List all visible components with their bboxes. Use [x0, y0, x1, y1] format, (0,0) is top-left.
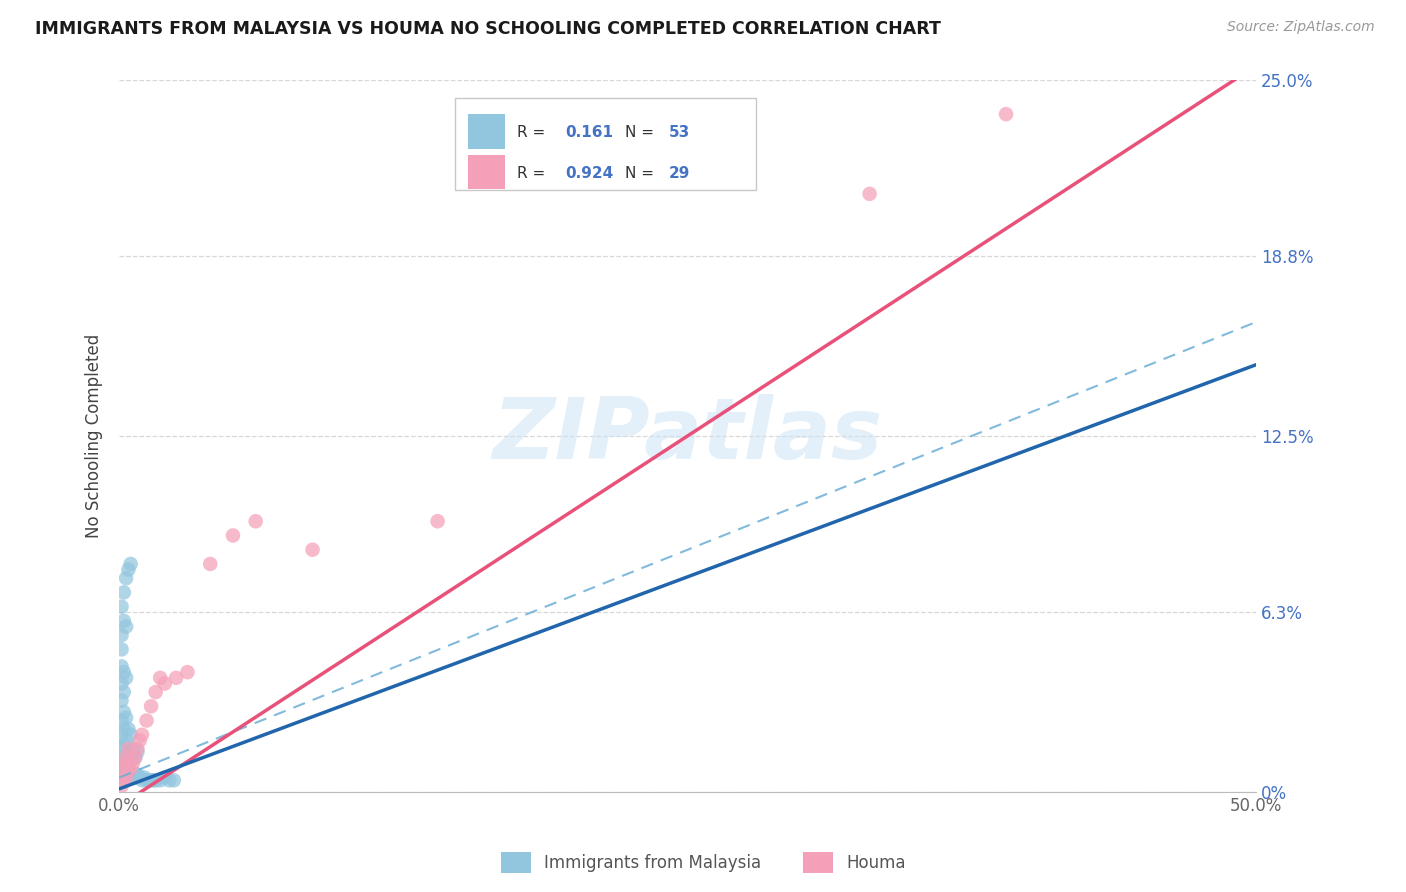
Point: [115, 733, 138, 747]
Point: [110, 728, 132, 742]
Point: [124, 750, 146, 764]
Point: [153, 771, 176, 785]
Point: [112, 722, 135, 736]
Text: 53: 53: [668, 126, 690, 140]
Point: [110, 676, 132, 690]
Point: [115, 619, 138, 633]
Point: [117, 745, 139, 759]
Point: [995, 107, 1018, 121]
Point: [301, 542, 323, 557]
Point: [110, 742, 132, 756]
Point: [112, 756, 135, 771]
Point: [426, 514, 449, 528]
Point: [127, 745, 149, 759]
Point: [145, 685, 167, 699]
FancyBboxPatch shape: [468, 114, 505, 149]
Point: [859, 186, 882, 201]
Point: [110, 659, 132, 673]
Legend: Immigrants from Malaysia, Houma: Immigrants from Malaysia, Houma: [494, 846, 912, 880]
Point: [127, 742, 149, 756]
Point: [110, 642, 132, 657]
Point: [120, 762, 142, 776]
Point: [120, 728, 142, 742]
Point: [131, 773, 153, 788]
Point: [115, 767, 138, 781]
Point: [149, 773, 172, 788]
Point: [138, 773, 160, 788]
Point: [122, 767, 145, 781]
Text: 29: 29: [668, 166, 690, 181]
Point: [112, 585, 135, 599]
Text: N =: N =: [626, 126, 659, 140]
Text: IMMIGRANTS FROM MALAYSIA VS HOUMA NO SCHOOLING COMPLETED CORRELATION CHART: IMMIGRANTS FROM MALAYSIA VS HOUMA NO SCH…: [35, 20, 941, 37]
Point: [120, 750, 142, 764]
Text: 0.161: 0.161: [565, 126, 613, 140]
Point: [112, 739, 135, 753]
Point: [117, 722, 139, 736]
Point: [128, 771, 150, 785]
Point: [110, 779, 132, 793]
Point: [115, 750, 138, 764]
Text: R =: R =: [517, 166, 550, 181]
Point: [135, 773, 157, 788]
Point: [112, 685, 135, 699]
Point: [110, 599, 132, 614]
Point: [120, 557, 142, 571]
Point: [110, 693, 132, 707]
Point: [245, 514, 267, 528]
Point: [110, 756, 132, 771]
Point: [117, 563, 139, 577]
Point: [176, 665, 198, 680]
Point: [165, 671, 187, 685]
Point: [149, 671, 172, 685]
Point: [122, 742, 145, 756]
Point: [131, 728, 153, 742]
Point: [112, 750, 135, 764]
Point: [112, 614, 135, 628]
Point: [124, 771, 146, 785]
Point: [110, 714, 132, 728]
Point: [200, 557, 222, 571]
Point: [117, 767, 139, 781]
Text: ZIPatlas: ZIPatlas: [492, 394, 883, 477]
Point: [110, 762, 132, 776]
Point: [157, 773, 180, 788]
Text: Source: ZipAtlas.com: Source: ZipAtlas.com: [1227, 20, 1375, 34]
Point: [128, 733, 150, 747]
Point: [222, 528, 245, 542]
Point: [115, 771, 138, 785]
Text: N =: N =: [626, 166, 659, 181]
Point: [120, 771, 142, 785]
Point: [110, 771, 132, 785]
Point: [110, 628, 132, 642]
Point: [124, 750, 146, 764]
Point: [112, 771, 135, 785]
Point: [112, 665, 135, 680]
Point: [163, 773, 186, 788]
Point: [117, 762, 139, 776]
Point: [115, 756, 138, 771]
Point: [115, 711, 138, 725]
Point: [115, 671, 138, 685]
FancyBboxPatch shape: [454, 98, 756, 190]
Point: [135, 714, 157, 728]
Point: [115, 571, 138, 585]
Y-axis label: No Schooling Completed: No Schooling Completed: [86, 334, 103, 538]
Point: [112, 762, 135, 776]
Point: [110, 773, 132, 788]
Point: [139, 699, 162, 714]
Point: [117, 742, 139, 756]
Point: [112, 705, 135, 719]
Point: [139, 773, 162, 788]
Text: 0.924: 0.924: [565, 166, 613, 181]
Point: [134, 771, 156, 785]
Point: [145, 773, 167, 788]
Point: [142, 773, 165, 788]
Text: R =: R =: [517, 126, 550, 140]
Point: [127, 767, 149, 781]
Point: [122, 756, 145, 771]
Point: [153, 676, 176, 690]
FancyBboxPatch shape: [468, 155, 505, 189]
